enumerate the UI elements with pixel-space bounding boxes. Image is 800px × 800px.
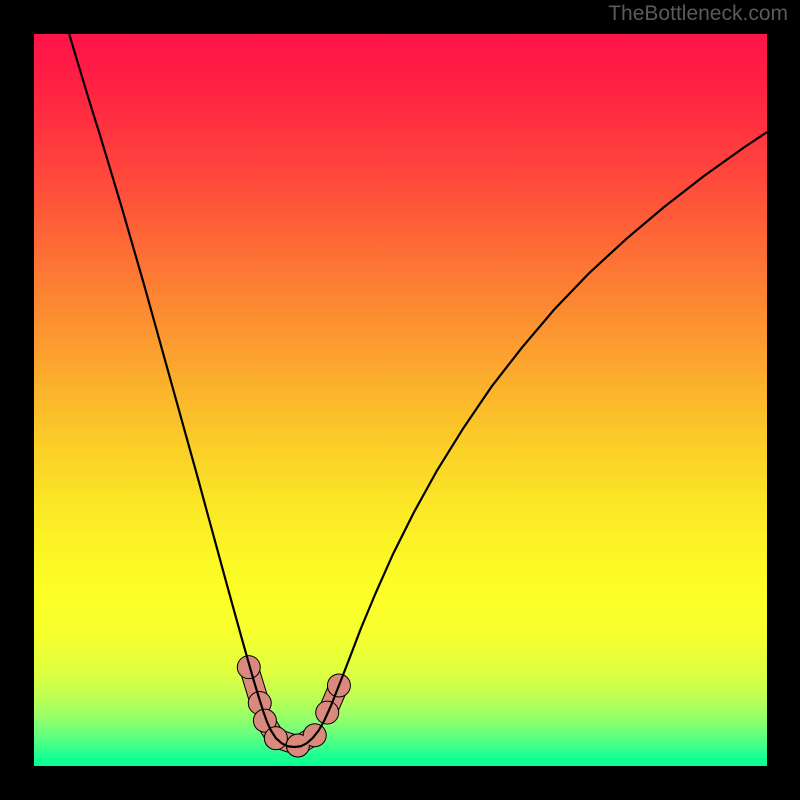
watermark-text: TheBottleneck.com xyxy=(608,2,788,26)
gradient-background xyxy=(34,34,767,766)
plot-svg xyxy=(34,34,767,766)
plot-area xyxy=(34,34,767,766)
chart-container: TheBottleneck.com xyxy=(0,0,800,800)
